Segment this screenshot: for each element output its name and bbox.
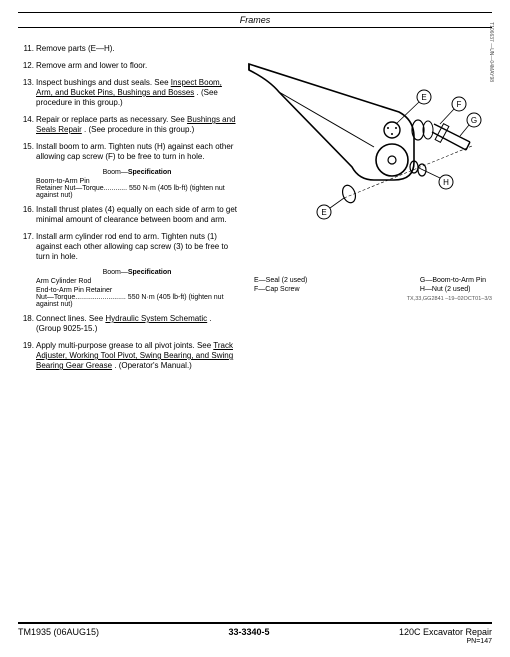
step-text: Inspect bushings and dust seals. See: [36, 78, 171, 87]
spec-row: Nut—Torque.......................... 550…: [36, 294, 238, 308]
spec-heading: Boom—Specification: [36, 269, 238, 276]
section-title: Frames: [240, 15, 271, 25]
callout-label-f: F: [457, 100, 462, 109]
step-text: . (See procedure in this group.): [82, 125, 195, 134]
footer-line: TM1935 (06AUG15) 33-3340-5 120C Excavato…: [18, 622, 492, 637]
legend-item: F—Cap Screw: [254, 285, 307, 294]
spec-prefix: Boom—: [103, 169, 128, 176]
step-text: Install thrust plates (4) equally on eac…: [36, 205, 237, 224]
spec-sub: End-to-Arm Pin Retainer: [36, 287, 238, 294]
step-18: Connect lines. See Hydraulic System Sche…: [18, 314, 238, 334]
step-text: Install boom to arm. Tighten nuts (H) ag…: [36, 142, 233, 161]
step-14: Repair or replace parts as necessary. Se…: [18, 115, 238, 135]
callout-label-h: H: [443, 178, 449, 187]
figure-column: E F G H: [244, 44, 492, 378]
page-number: PN=147: [18, 638, 492, 645]
spec-block-2: Boom—Specification Arm Cylinder Rod End-…: [36, 269, 238, 308]
spec-sub: Arm Cylinder Rod: [36, 278, 238, 285]
spec-block-1: Boom—Specification Boom-to-Arm Pin Retai…: [36, 169, 238, 199]
step-text: . (Operator's Manual.): [112, 361, 192, 370]
spec-prefix: Boom—: [103, 269, 128, 276]
spec-row: Retainer Nut—Torque............ 550 N·m …: [36, 185, 238, 199]
section-header: Frames: [18, 12, 492, 28]
diagram-credit: T106637 —UN—04MAY98: [488, 22, 494, 82]
reference-link: Hydraulic System Schematic: [105, 314, 207, 323]
legend: E—Seal (2 used) F—Cap Screw G—Boom-to-Ar…: [244, 276, 492, 294]
page-footer: TM1935 (06AUG15) 33-3340-5 120C Excavato…: [18, 622, 492, 645]
step-text: Remove parts (E—H).: [36, 44, 115, 53]
step-17: Install arm cylinder rod end to arm. Tig…: [18, 232, 238, 262]
step-list: Remove parts (E—H). Remove arm and lower…: [18, 44, 238, 162]
instruction-column: Remove parts (E—H). Remove arm and lower…: [18, 44, 238, 378]
step-16: Install thrust plates (4) equally on eac…: [18, 205, 238, 225]
diagram: E F G H: [244, 52, 492, 262]
step-19: Apply multi-purpose grease to all pivot …: [18, 341, 238, 371]
doc-title: 120C Excavator Repair: [399, 627, 492, 637]
spec-bold: Specification: [128, 169, 172, 176]
step-12: Remove arm and lower to floor.: [18, 61, 238, 71]
content: Remove parts (E—H). Remove arm and lower…: [18, 44, 492, 378]
manual-id: TM1935 (06AUG15): [18, 627, 99, 637]
step-15: Install boom to arm. Tighten nuts (H) ag…: [18, 142, 238, 162]
step-text: Repair or replace parts as necessary. Se…: [36, 115, 187, 124]
step-list-2: Install thrust plates (4) equally on eac…: [18, 205, 238, 262]
tx-reference: TX,33,GG2841 –19–02OCT01–3/3: [244, 296, 492, 302]
step-text: Remove arm and lower to floor.: [36, 61, 147, 70]
legend-item: G—Boom-to-Arm Pin: [420, 276, 486, 285]
step-13: Inspect bushings and dust seals. See Ins…: [18, 78, 238, 108]
callout-label-e2: E: [321, 208, 326, 217]
step-list-3: Connect lines. See Hydraulic System Sche…: [18, 314, 238, 371]
legend-left: E—Seal (2 used) F—Cap Screw: [254, 276, 307, 294]
legend-item: H—Nut (2 used): [420, 285, 486, 294]
page-code: 33-3340-5: [228, 627, 269, 637]
boom-arm-diagram: E F G H: [244, 52, 492, 242]
callout-label-e1: E: [421, 93, 426, 102]
spec-bold: Specification: [128, 269, 172, 276]
step-text: Apply multi-purpose grease to all pivot …: [36, 341, 213, 350]
callout-label-g: G: [471, 116, 477, 125]
step-11: Remove parts (E—H).: [18, 44, 238, 54]
spec-sub: Boom-to-Arm Pin: [36, 178, 238, 185]
step-text: Connect lines. See: [36, 314, 105, 323]
step-text: Install arm cylinder rod end to arm. Tig…: [36, 232, 228, 261]
legend-right: G—Boom-to-Arm Pin H—Nut (2 used): [420, 276, 486, 294]
spec-heading: Boom—Specification: [36, 169, 238, 176]
legend-item: E—Seal (2 used): [254, 276, 307, 285]
